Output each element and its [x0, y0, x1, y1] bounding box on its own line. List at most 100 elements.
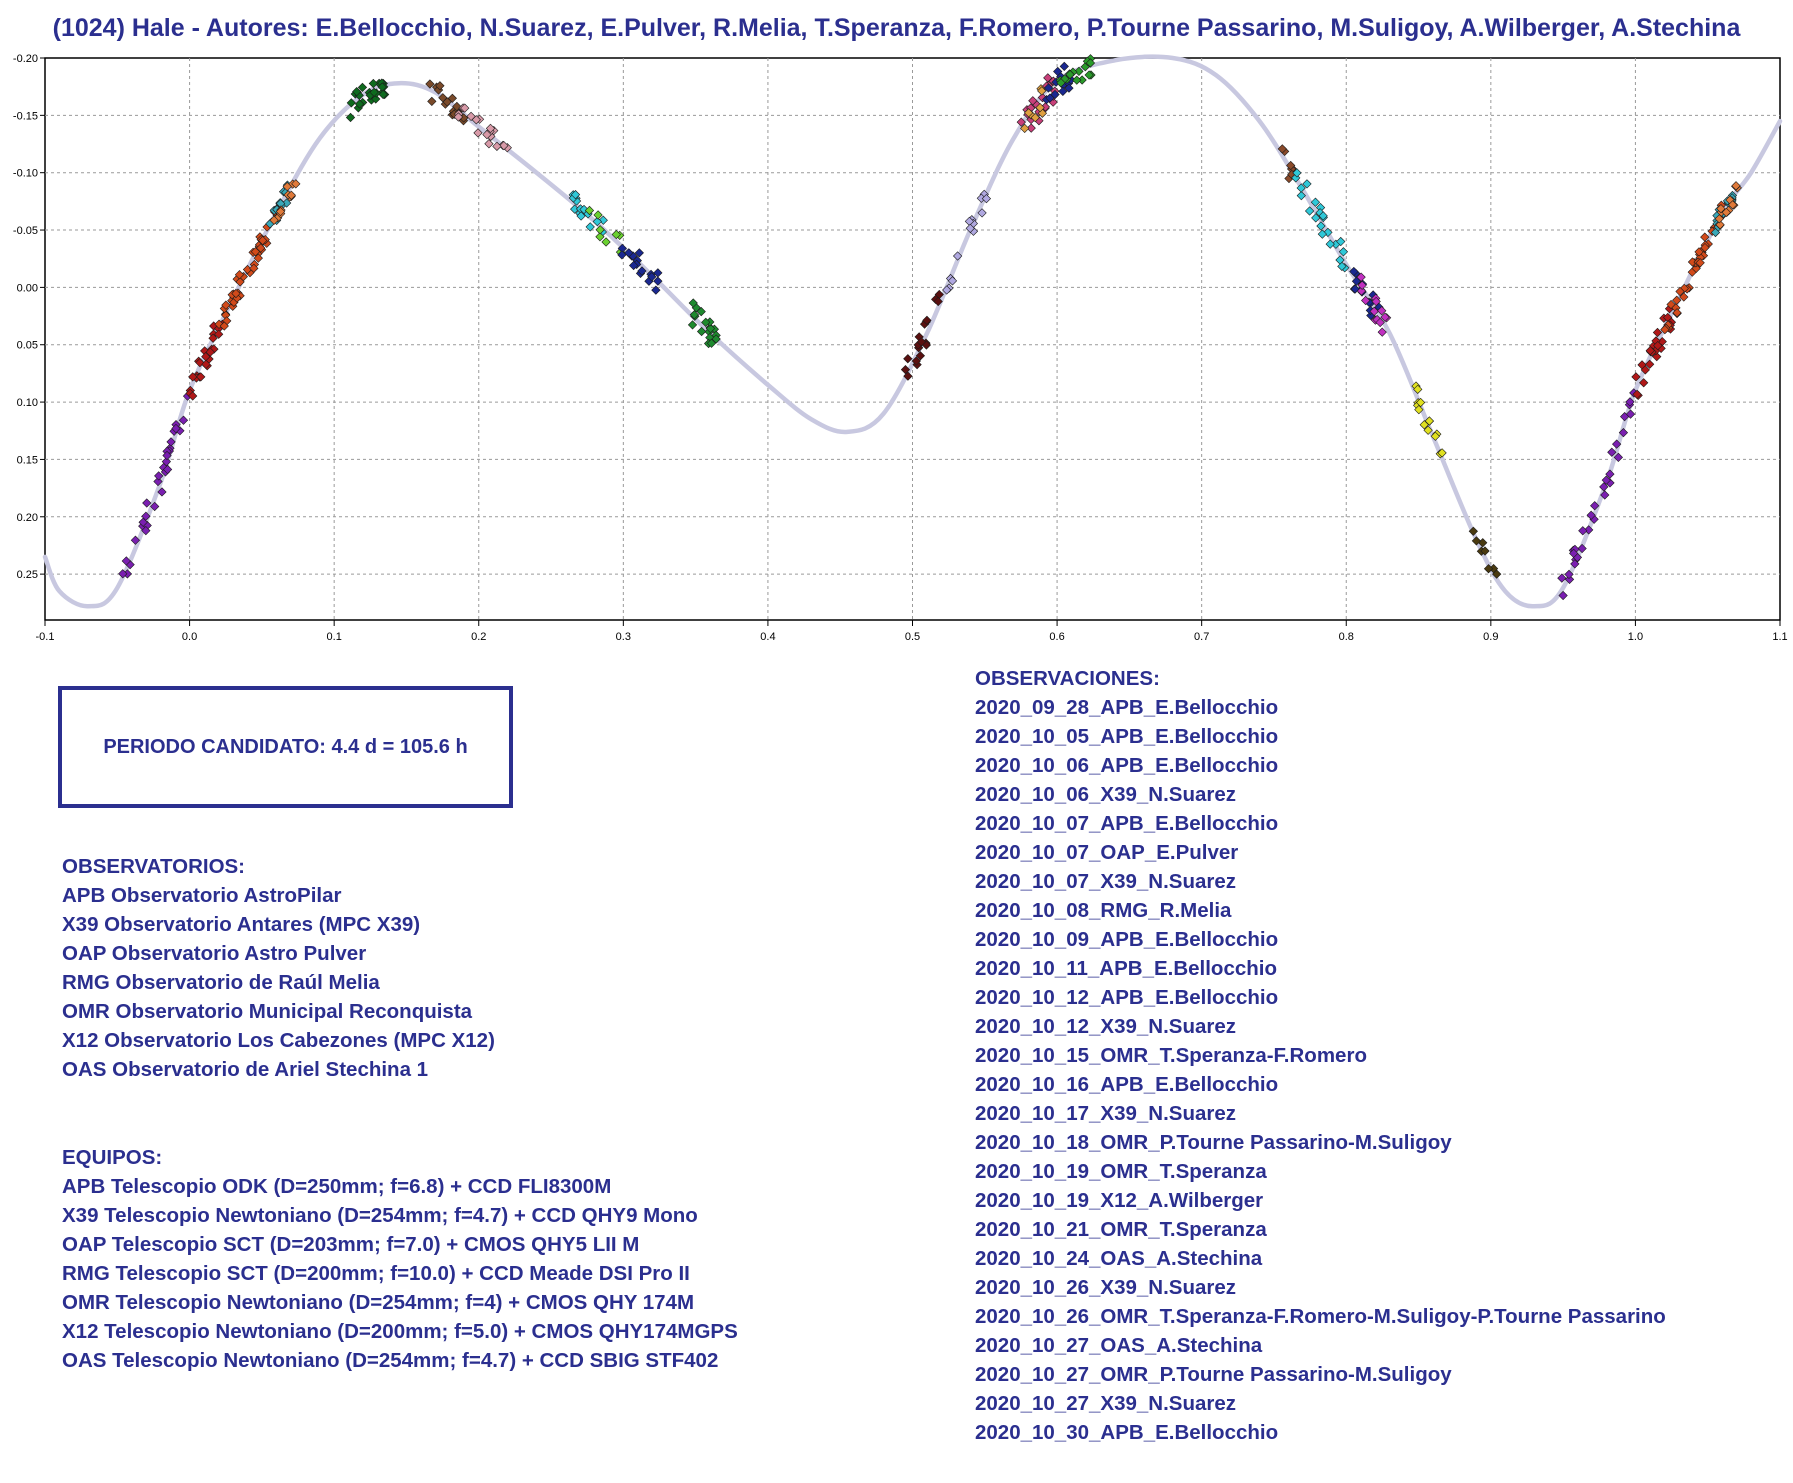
- data-point: [1016, 117, 1026, 127]
- data-point: [492, 141, 502, 151]
- observacion-item: 2020_10_06_X39_N.Suarez: [975, 783, 1237, 806]
- data-point: [1632, 389, 1642, 399]
- data-point: [1064, 83, 1074, 93]
- data-point: [1695, 258, 1705, 268]
- data-point: [473, 128, 483, 138]
- data-point: [256, 243, 266, 253]
- data-point: [1065, 69, 1075, 80]
- data-point: [1377, 327, 1387, 337]
- data-point: [1356, 286, 1367, 296]
- observacion-item: 2020_10_27_X39_N.Suarez: [975, 1392, 1237, 1415]
- data-point: [150, 501, 160, 512]
- data-point: [282, 198, 292, 208]
- data-point: [1558, 590, 1568, 601]
- data-point: [142, 498, 152, 508]
- equipo-item: X12 Telescopio Newtoniano (D=200mm; f=5.…: [62, 1320, 738, 1343]
- data-point: [653, 276, 663, 286]
- observacion-item: 2020_10_07_OAP_E.Pulver: [975, 841, 1239, 864]
- data-point: [1413, 384, 1423, 394]
- data-point: [903, 371, 913, 381]
- observacion-item: 2020_10_19_OMR_T.Speranza: [975, 1160, 1267, 1183]
- data-point: [1043, 83, 1054, 93]
- data-point: [269, 215, 279, 225]
- observatorios-heading: OBSERVATORIOS:: [62, 855, 246, 878]
- data-point: [219, 321, 229, 331]
- data-point: [1050, 89, 1060, 100]
- data-point: [1277, 144, 1287, 154]
- data-point: [162, 464, 173, 475]
- data-point: [1349, 266, 1359, 277]
- data-point: [1424, 416, 1435, 426]
- data-point: [1675, 286, 1685, 297]
- data-point: [1318, 211, 1328, 221]
- data-point: [1337, 261, 1347, 271]
- data-point: [345, 112, 356, 123]
- data-point: [154, 471, 164, 481]
- data-point: [705, 323, 716, 334]
- data-point: [214, 329, 224, 339]
- observaciones-list: OBSERVACIONES: 2020_09_28_APB_E.Bellocch…: [975, 664, 1666, 1447]
- observacion-item: 2020_10_07_X39_N.Suarez: [975, 870, 1237, 893]
- data-point: [484, 139, 494, 149]
- data-point: [981, 193, 992, 204]
- observacion-item: 2020_10_17_X39_N.Suarez: [975, 1102, 1237, 1125]
- data-point: [235, 277, 245, 287]
- observacion-item: 2020_10_08_RMG_R.Melia: [975, 899, 1232, 922]
- data-point: [1026, 123, 1036, 133]
- x-tick-label: 0.3: [616, 631, 631, 643]
- x-tick-label: 0.1: [327, 631, 342, 643]
- data-point: [1292, 168, 1302, 178]
- data-point: [368, 78, 378, 89]
- observatorio-item: APB Observatorio AstroPilar: [62, 884, 342, 907]
- data-point: [130, 535, 141, 545]
- data-point: [1338, 247, 1349, 257]
- y-tick-label: -0.05: [13, 225, 38, 237]
- observatorio-item: RMG Observatorio de Raúl Melia: [62, 971, 380, 994]
- data-point: [166, 437, 176, 447]
- data-point: [634, 248, 644, 258]
- data-point: [1296, 190, 1306, 201]
- data-point: [1356, 272, 1366, 282]
- data-point: [1369, 306, 1379, 316]
- data-point: [232, 293, 242, 303]
- data-point: [378, 89, 388, 100]
- data-point: [234, 270, 245, 280]
- observacion-item: 2020_10_30_APB_E.Bellocchio: [975, 1421, 1279, 1444]
- data-point: [947, 276, 958, 286]
- equipo-item: OMR Telescopio Newtoniano (D=254mm; f=4)…: [62, 1291, 695, 1314]
- data-point: [1666, 299, 1676, 310]
- data-point: [653, 268, 663, 278]
- data-point: [1577, 543, 1587, 554]
- data-point: [1020, 123, 1030, 134]
- equipo-item: APB Telescopio ODK (D=250mm; f=6.8) + CC…: [62, 1175, 612, 1198]
- data-point: [1660, 325, 1670, 335]
- data-point: [1430, 431, 1440, 441]
- data-point: [357, 82, 368, 93]
- y-tick-label: -0.15: [13, 110, 38, 122]
- observaciones-heading: OBSERVACIONES:: [975, 667, 1160, 690]
- data-point: [647, 272, 657, 282]
- data-point: [1492, 569, 1502, 579]
- data-point: [1631, 372, 1641, 382]
- y-tick-label: -0.20: [13, 53, 38, 65]
- observacion-item: 2020_10_15_OMR_T.Speranza-F.Romero: [975, 1044, 1367, 1067]
- data-points-group: [118, 54, 1742, 601]
- data-point: [1336, 236, 1346, 247]
- data-point: [447, 93, 457, 103]
- x-tick-label: -0.1: [36, 631, 55, 643]
- data-point: [1618, 428, 1629, 438]
- data-point: [352, 87, 362, 97]
- data-point: [915, 351, 926, 361]
- x-tick-label: 0.8: [1339, 631, 1354, 643]
- x-tick-label: 0.6: [1049, 631, 1064, 643]
- x-tick-label: 0.2: [471, 631, 486, 643]
- data-point: [952, 251, 963, 261]
- data-point: [911, 356, 921, 366]
- data-point: [584, 205, 595, 216]
- data-point: [1375, 317, 1385, 328]
- data-point: [1325, 239, 1335, 249]
- data-point: [1030, 113, 1040, 123]
- equipos-list: EQUIPOS: APB Telescopio ODK (D=250mm; f=…: [62, 1143, 738, 1375]
- y-tick-label: 0.05: [17, 340, 38, 352]
- x-tick-label: 1.0: [1628, 631, 1643, 643]
